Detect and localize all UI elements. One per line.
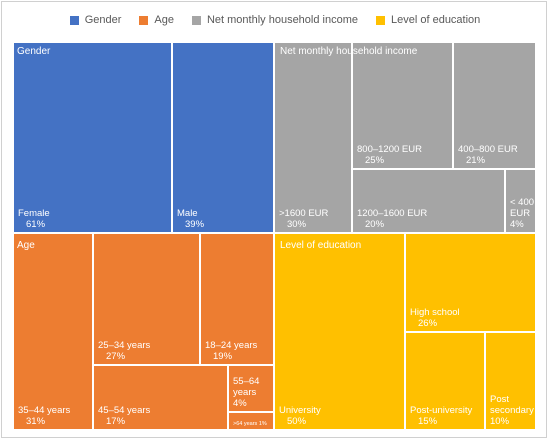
legend-item-education: Level of education bbox=[376, 14, 480, 26]
tile-value-post-university: 15% bbox=[418, 416, 438, 427]
legend-label-gender: Gender bbox=[84, 14, 122, 26]
tile-label-45-54-years: 45–54 years bbox=[98, 405, 151, 416]
tile-value-800-1200-eur: 25% bbox=[365, 155, 385, 166]
legend-item-income: Net monthly household income bbox=[191, 14, 358, 26]
tile-label-55-64-years: years bbox=[233, 387, 256, 398]
tile-level-of-education-university bbox=[273, 232, 406, 431]
tile-value-male: 39% bbox=[185, 219, 205, 230]
chart-legend: Gender Age Net monthly household income … bbox=[0, 10, 550, 30]
legend-label-age: Age bbox=[154, 14, 174, 26]
tile-label-400-800-eur: 400–800 EUR bbox=[458, 144, 518, 155]
tile-value-university: 50% bbox=[287, 416, 307, 427]
tile-label-35-44-years: 35–44 years bbox=[18, 405, 71, 416]
tile-label-25-34-years: 25–34 years bbox=[98, 340, 151, 351]
legend-swatch-education bbox=[376, 15, 385, 25]
tile-label-64-years: >64 years 1% bbox=[233, 421, 267, 427]
tile-value-female: 61% bbox=[26, 219, 46, 230]
group-header-level-of-education: Level of education bbox=[280, 240, 361, 251]
tile-age-25-34-years bbox=[92, 232, 201, 366]
tile-value-400-800-eur: 21% bbox=[466, 155, 486, 166]
tile-label-post-secondary: Post bbox=[490, 394, 509, 405]
group-header-net-monthly-household-income: Net monthly household income bbox=[280, 46, 418, 57]
legend-swatch-age bbox=[139, 15, 149, 25]
tile-label-400-eur: EUR bbox=[510, 208, 530, 219]
tile-value-18-24-years: 19% bbox=[213, 351, 233, 362]
tile-label-400-eur: < 400 bbox=[510, 197, 534, 208]
tile-net-monthly-household-income-1600-eur bbox=[273, 41, 353, 234]
tile-label-18-24-years: 18–24 years bbox=[205, 340, 258, 351]
tile-net-monthly-household-income-400-eur bbox=[504, 168, 537, 234]
tile-label-university: University bbox=[279, 405, 321, 416]
tile-level-of-education-high-school bbox=[404, 232, 537, 333]
tile-age-35-44-years bbox=[12, 232, 94, 431]
legend-label-education: Level of education bbox=[391, 14, 481, 26]
tile-value-1200-1600-eur: 20% bbox=[365, 219, 385, 230]
group-header-gender: Gender bbox=[17, 46, 51, 57]
tile-value-25-34-years: 27% bbox=[106, 351, 126, 362]
group-header-age: Age bbox=[17, 240, 35, 251]
tile-gender-male bbox=[171, 41, 275, 234]
tile-label-800-1200-eur: 800–1200 EUR bbox=[357, 144, 422, 155]
tile-label-1600-eur: >1600 EUR bbox=[279, 208, 329, 219]
tile-label-post-university: Post-university bbox=[410, 405, 473, 416]
tile-level-of-education-post-university bbox=[404, 331, 486, 431]
legend-item-gender: Gender bbox=[69, 14, 122, 26]
tile-label-female: Female bbox=[18, 208, 50, 219]
tile-net-monthly-household-income-400-800-eur bbox=[452, 41, 537, 170]
tile-value-high-school: 26% bbox=[418, 318, 438, 329]
tile-value-35-44-years: 31% bbox=[26, 416, 46, 427]
tile-level-of-education-post-secondary bbox=[484, 331, 537, 431]
tile-label-1200-1600-eur: 1200–1600 EUR bbox=[357, 208, 427, 219]
tile-label-post-secondary: secondary bbox=[490, 405, 534, 416]
legend-item-age: Age bbox=[139, 14, 174, 26]
tile-value-55-64-years: 4% bbox=[233, 398, 247, 409]
legend-swatch-gender bbox=[69, 15, 79, 25]
tile-label-55-64-years: 55–64 bbox=[233, 376, 259, 387]
tile-age-18-24-years bbox=[199, 232, 275, 366]
legend-swatch-income bbox=[191, 15, 201, 25]
legend-label-income: Net monthly household income bbox=[206, 14, 358, 26]
tile-label-high-school: High school bbox=[410, 307, 460, 318]
tile-value-400-eur: 4% bbox=[510, 219, 524, 230]
tile-label-male: Male bbox=[177, 208, 198, 219]
tile-value-post-secondary: 10% bbox=[490, 416, 510, 427]
tile-value-1600-eur: 30% bbox=[287, 219, 307, 230]
tile-gender-female bbox=[12, 41, 173, 234]
tile-value-45-54-years: 17% bbox=[106, 416, 126, 427]
